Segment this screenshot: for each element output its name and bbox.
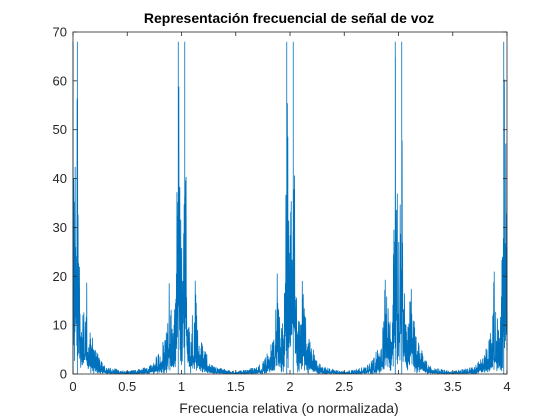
y-tick-label: 30 xyxy=(53,220,67,235)
y-tick-label: 50 xyxy=(53,122,67,137)
x-tick-label: 3.5 xyxy=(444,379,462,394)
x-tick-label: 0.5 xyxy=(118,379,136,394)
y-tick-label: 60 xyxy=(53,73,67,88)
x-tick-label: 2 xyxy=(286,379,293,394)
chart-title: Representación frecuencial de señal de v… xyxy=(144,10,434,26)
y-tick-label: 0 xyxy=(60,367,67,382)
x-tick-label: 1 xyxy=(178,379,185,394)
x-tick-label: 0 xyxy=(69,379,76,394)
x-tick-label: 4 xyxy=(503,379,510,394)
y-tick-label: 70 xyxy=(53,25,67,40)
x-axis-label: Frecuencia relativa (o normalizada) xyxy=(179,400,398,416)
y-tick-label: 20 xyxy=(53,269,67,284)
x-tick-label: 1.5 xyxy=(227,379,245,394)
y-tick-label: 10 xyxy=(53,318,67,333)
y-tick-label: 40 xyxy=(53,171,67,186)
x-tick-label: 2.5 xyxy=(335,379,353,394)
x-tick-label: 3 xyxy=(395,379,402,394)
